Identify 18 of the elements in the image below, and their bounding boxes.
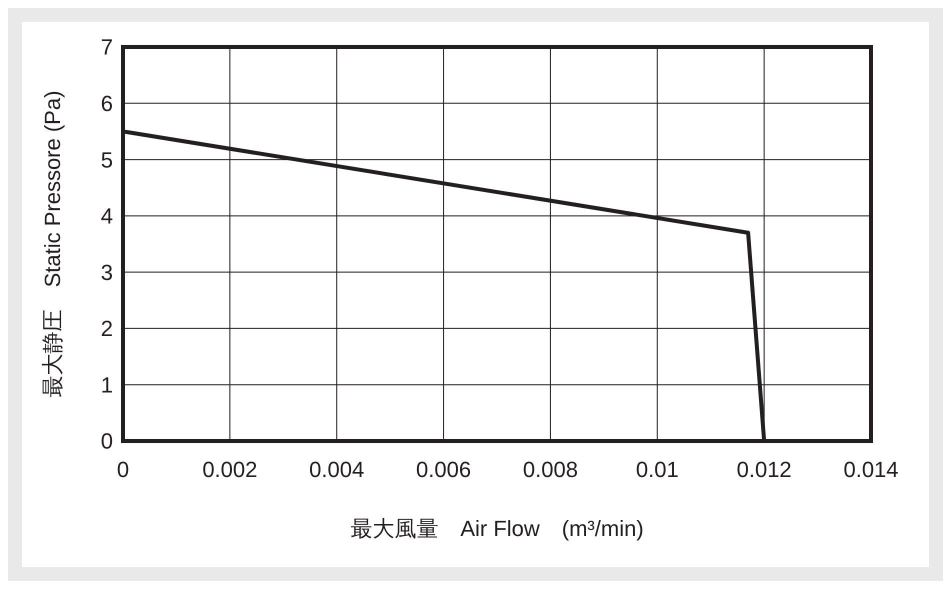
y-tick-label: 1 — [100, 372, 113, 398]
x-tick-label: 0.01 — [636, 457, 679, 482]
y-tick-label: 4 — [100, 204, 113, 229]
y-tick-label: 5 — [100, 147, 113, 172]
x-tick-label: 0 — [116, 457, 130, 482]
x-tick-label: 0.002 — [202, 457, 258, 482]
x-axis-title: 最大風量 Air Flow (m³/min) — [350, 516, 644, 541]
x-tick-label: 0.004 — [309, 457, 364, 482]
y-tick-label: 6 — [100, 90, 113, 116]
y-tick-label: 3 — [100, 260, 113, 285]
x-tick-label: 0.014 — [843, 457, 899, 482]
y-tick-label: 0 — [100, 428, 113, 454]
x-tick-label: 0.012 — [736, 457, 792, 482]
y-tick-label: 7 — [100, 34, 113, 60]
x-tick-label: 0.008 — [522, 457, 578, 482]
y-axis-title: 最大静圧 Static Pressore (Pa) — [40, 90, 65, 398]
y-tick-label: 2 — [100, 316, 113, 342]
x-tick-label: 0.006 — [416, 457, 472, 482]
